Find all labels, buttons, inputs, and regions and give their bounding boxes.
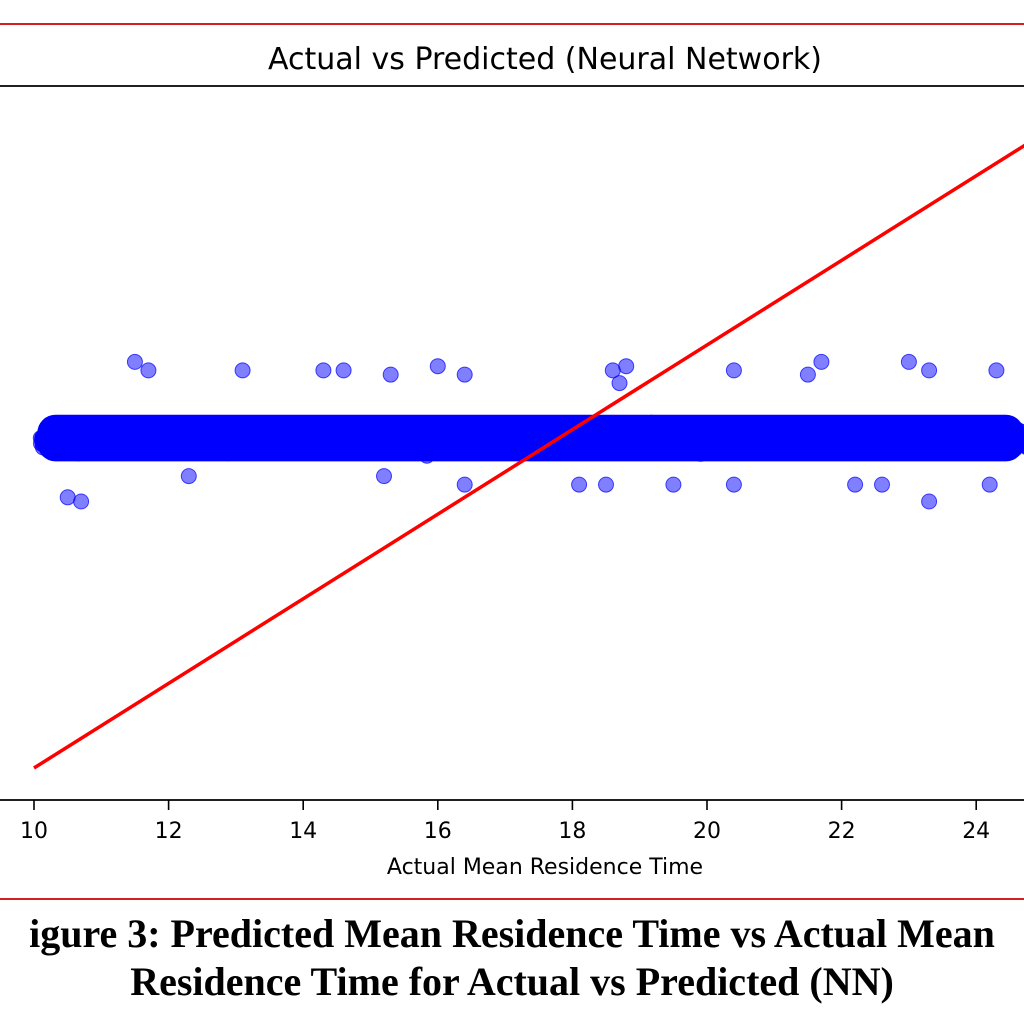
scatter-point [991,427,1008,444]
scatter-point [368,440,385,457]
scatter-points [32,353,1024,510]
scatter-point [422,431,439,448]
scatter-point-outlier [598,476,614,493]
scatter-point [454,430,471,447]
scatter-point [532,425,549,442]
scatter-point [968,435,985,452]
reference-line [33,143,1024,770]
scatter-point [594,428,611,445]
scatter-point-outlier [988,362,1005,379]
scatter-point-outlier [813,353,830,370]
scatter-point-outlier [429,358,446,375]
x-tick-label: 14 [289,819,317,844]
scatter-point [399,426,416,443]
scatter-point-outlier [456,476,473,493]
x-axis-ticks: 10 12 14 16 18 20 22 24 [20,800,990,844]
scatter-point-outlier [126,353,143,370]
scatter-point [76,423,93,440]
scatter-point-outlier [725,362,742,379]
scatter-point [727,430,744,447]
x-tick-label: 20 [693,819,721,844]
scatter-point [835,443,852,460]
scatter-point-outlier [376,468,392,485]
scatter-point-outlier [59,489,76,506]
scatter-point [335,435,352,452]
scatter-point [1020,440,1024,455]
caption-line-2: Residence Time for Actual vs Predicted (… [130,959,894,1004]
scatter-point [409,438,425,454]
scatter-point [850,422,867,439]
scatter-point [610,434,627,451]
scatter-point-outlier [847,476,864,493]
figure-caption: igure 3: Predicted Mean Residence Time v… [0,910,1024,1006]
scatter-point [354,434,370,451]
scatter-point [89,426,106,443]
scatter-point [506,430,523,447]
scatter-point [573,439,590,456]
scatter-point [282,425,298,442]
scatter-point-outlier [981,476,998,493]
scatter-point-outlier [73,493,90,510]
scatter-point [152,427,169,444]
scatter-point-outlier [725,476,742,493]
scatter-point [628,417,645,434]
scatter-point [799,427,816,444]
x-tick-label: 16 [424,819,452,844]
scatter-point [818,442,835,459]
scatter-point [747,434,763,450]
scatter-point-outlier [921,493,938,510]
scatter-point [208,423,225,440]
x-tick-label: 24 [962,819,990,844]
scatter-point [368,423,385,440]
scatter-point [928,436,945,452]
scatter-point-outlier [335,362,352,379]
scatter-point [54,430,71,447]
x-axis-label: Actual Mean Residence Time [387,855,703,880]
scatter-point [881,429,898,446]
scatter-point [128,433,145,450]
scatter-point [761,432,778,449]
scatter-point-outlier [456,366,473,383]
scatter-point [301,435,318,452]
scatter-point-outlier [571,476,588,493]
scatter-point-outlier [921,362,938,379]
plot-area [32,143,1024,770]
scatter-point-outlier [799,366,816,383]
x-tick-label: 10 [20,819,48,844]
scatter-point-outlier [382,366,399,383]
scatter-point-outlier [874,476,890,493]
scatter-point-outlier [618,358,635,375]
x-tick-label: 18 [558,819,586,844]
scatter-point-outlier [665,476,682,493]
scatter-point-outlier [315,362,332,379]
scatter-point [167,423,184,440]
scatter-point-outlier [234,362,251,379]
scatter-point [249,437,266,454]
scatter-point-outlier [611,375,628,392]
scatter-point [490,430,507,447]
scatter-point [38,425,55,442]
scatter-point [658,429,674,446]
scatter-point-outlier [180,468,197,485]
scatter-point [902,430,919,447]
x-tick-label: 22 [828,819,856,844]
scatter-point [193,438,210,455]
scatter-point-outlier [604,362,621,379]
x-tick-label: 12 [155,819,183,844]
scatter-point [178,431,195,448]
scatter-point [970,417,987,434]
scatter-point [687,435,704,452]
scatter-point [946,423,962,440]
scatter-point-outlier [900,353,917,370]
scatter-point [711,431,728,448]
scatter-point [221,433,238,450]
caption-line-1: igure 3: Predicted Mean Residence Time v… [29,911,995,956]
scatter-point-outlier [140,362,157,379]
chart-title: Actual vs Predicted (Neural Network) [268,42,822,77]
